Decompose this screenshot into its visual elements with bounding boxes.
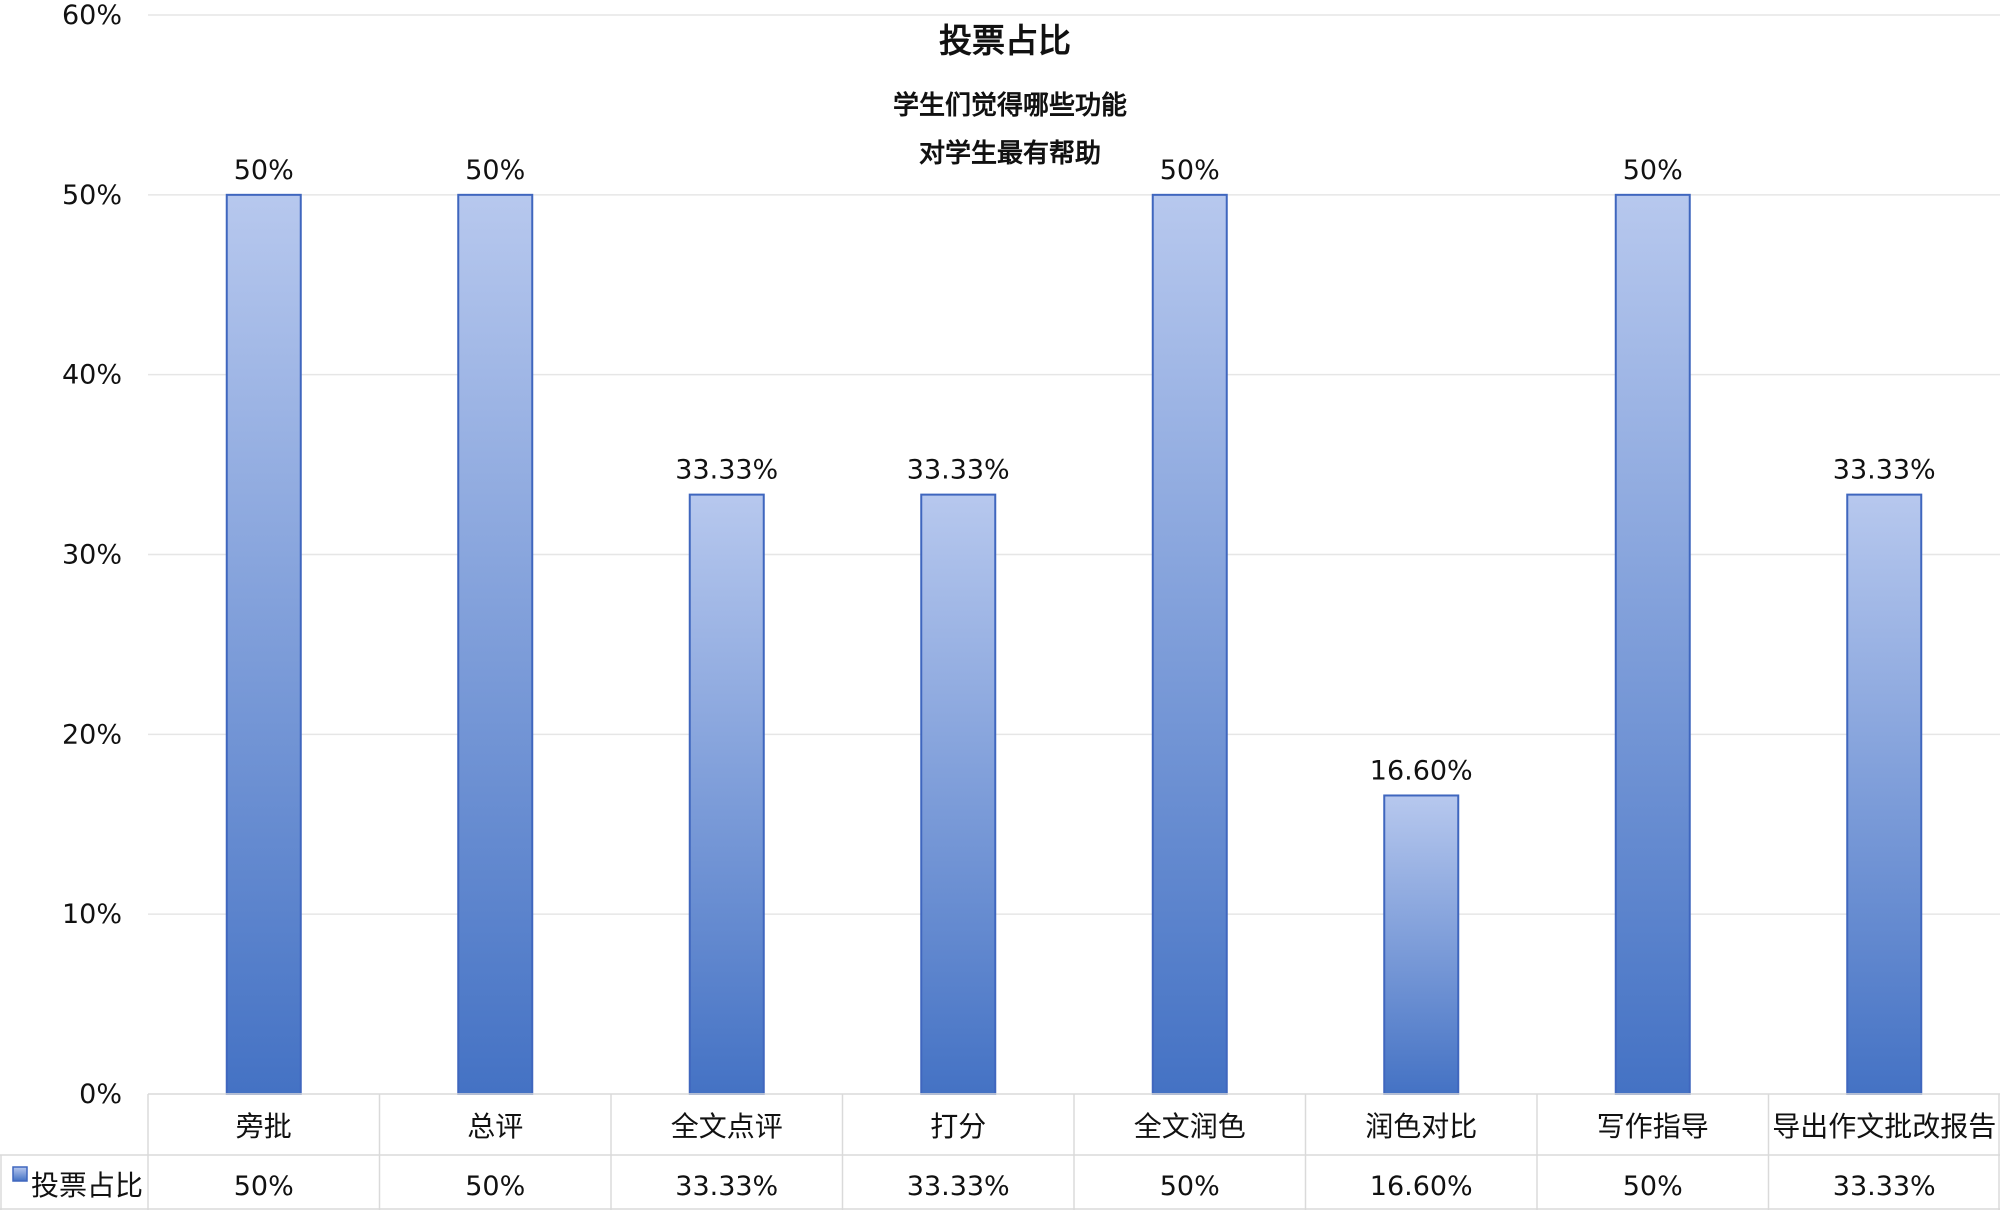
bar xyxy=(1383,794,1460,1096)
x-category-label: 总评 xyxy=(467,1110,523,1143)
bars xyxy=(225,193,1923,1096)
y-tick-label: 10% xyxy=(62,899,122,930)
bar-data-label: 50% xyxy=(1623,155,1683,186)
bar xyxy=(1614,193,1691,1096)
table-value-cell: 50% xyxy=(465,1171,525,1202)
y-tick-label: 20% xyxy=(62,719,122,750)
table-value-cell: 50% xyxy=(1623,1171,1683,1202)
data-table: 旁批 50% 总评 50% 全文点评 33.33% 打分 33.33% 全文润色 50% 润色对比 1… xyxy=(0,1093,2000,1210)
y-tick-label: 40% xyxy=(62,360,122,391)
y-tick-label: 0% xyxy=(79,1079,122,1110)
bar-data-label: 33.33% xyxy=(907,455,1010,486)
x-category-label: 导出作文批改报告 xyxy=(1772,1110,1996,1143)
bar-data-label: 50% xyxy=(465,155,525,186)
chart-title: 投票占比 xyxy=(939,21,1071,60)
x-category-label: 写作指导 xyxy=(1597,1110,1709,1143)
bar xyxy=(688,493,765,1096)
legend-swatch xyxy=(12,1166,28,1182)
table-value-cell: 16.60% xyxy=(1370,1171,1473,1202)
table-value-cell: 33.33% xyxy=(675,1171,778,1202)
table-value-cell: 33.33% xyxy=(1833,1171,1936,1202)
data-labels: 50% 50% 33.33% 33.33% 50% 16.60% 50% 33.33% xyxy=(234,155,1936,787)
x-category-label: 打分 xyxy=(930,1110,986,1143)
gridlines xyxy=(148,14,2000,915)
bar xyxy=(1151,193,1228,1096)
bar xyxy=(457,193,534,1096)
bar-data-label: 33.33% xyxy=(675,455,778,486)
bar xyxy=(920,493,997,1096)
bar-data-label: 50% xyxy=(234,155,294,186)
bar-data-label: 33.33% xyxy=(1833,455,1936,486)
x-category-label: 全文点评 xyxy=(671,1110,783,1143)
y-axis-ticks: 0% 10% 20% 30% 40% 50% 60% xyxy=(62,0,122,1110)
bar xyxy=(1846,493,1923,1096)
y-tick-label: 30% xyxy=(62,540,122,571)
bar-data-label: 50% xyxy=(1160,155,1220,186)
chart-subtitle-line-1: 学生们觉得哪些功能 xyxy=(893,90,1127,121)
y-tick-label: 50% xyxy=(62,180,122,211)
bar-data-label: 16.60% xyxy=(1370,755,1473,786)
table-value-cell: 33.33% xyxy=(907,1171,1010,1202)
bar xyxy=(225,193,302,1096)
y-tick-label: 60% xyxy=(62,0,122,31)
x-category-label: 旁批 xyxy=(236,1110,292,1143)
x-category-label: 润色对比 xyxy=(1365,1110,1477,1143)
table-value-cell: 50% xyxy=(234,1171,294,1202)
x-category-label: 全文润色 xyxy=(1134,1110,1246,1143)
chart-subtitle-line-2: 对学生最有帮助 xyxy=(919,138,1101,169)
legend-series-name: 投票占比 xyxy=(31,1169,143,1202)
table-value-cell: 50% xyxy=(1160,1171,1220,1202)
